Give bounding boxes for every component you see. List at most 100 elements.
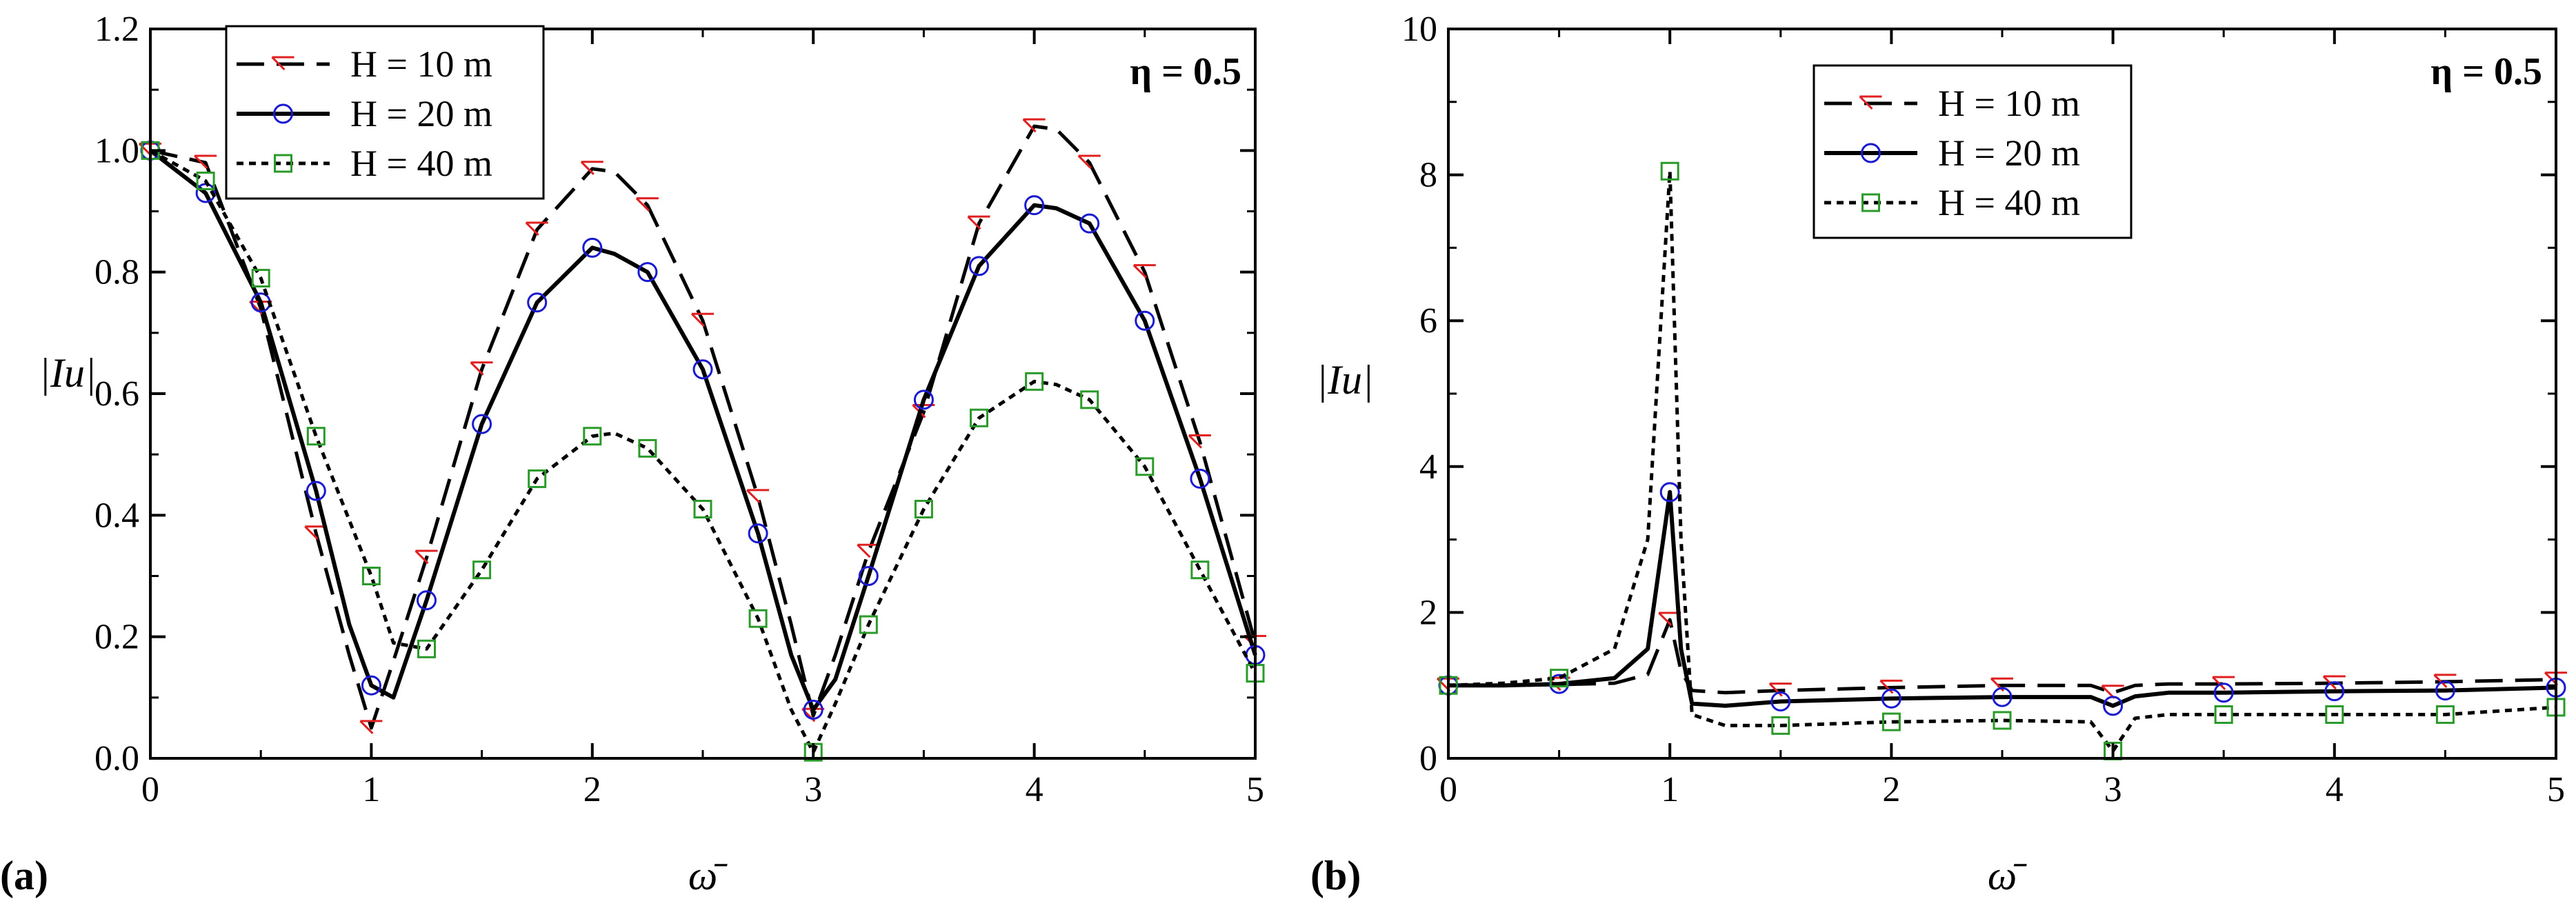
data-point-marker	[2433, 674, 2457, 688]
y-tick-label: 0.0	[94, 739, 139, 778]
legend-label-40m: H = 40 m	[350, 143, 492, 184]
data-point-marker	[1135, 310, 1155, 331]
data-point-marker	[2435, 705, 2455, 725]
data-point-marker	[857, 543, 880, 558]
data-point-marker	[1660, 161, 1679, 181]
data-point-marker	[1080, 390, 1099, 410]
data-point-marker	[361, 675, 381, 696]
data-point-marker	[1771, 716, 1790, 735]
data-point-marker	[2325, 705, 2344, 725]
data-point-marker	[470, 361, 493, 376]
data-point-marker	[913, 390, 934, 410]
eta-annotation: η = 0.5	[2430, 50, 2542, 93]
x-axis-label: ω̄	[688, 853, 728, 898]
series-line-40m	[1448, 169, 2557, 753]
data-point-marker	[1190, 468, 1210, 489]
data-point-marker	[1550, 669, 1569, 688]
series-20m	[1438, 482, 2566, 716]
data-point-marker	[306, 427, 326, 446]
data-point-marker	[1881, 712, 1901, 731]
data-point-marker	[2435, 680, 2455, 701]
data-point-marker	[472, 414, 492, 434]
data-point-marker	[914, 500, 933, 519]
x-tick-label: 4	[1026, 770, 1044, 809]
data-point-marker	[1768, 682, 1792, 697]
x-tick-label: 3	[804, 770, 822, 809]
eta-annotation: η = 0.5	[1130, 50, 1241, 93]
series-line-10m	[1448, 618, 2557, 695]
legend-label-40m: H = 40 m	[1938, 182, 2080, 223]
x-tick-label: 4	[2326, 770, 2344, 809]
y-tick-label: 10	[1401, 10, 1437, 49]
data-point-marker	[1881, 688, 1901, 709]
y-axis-label: |Iu|	[1317, 357, 1374, 403]
data-point-marker	[1188, 434, 1211, 449]
legend-label-20m: H = 20 m	[350, 93, 492, 134]
data-point-marker	[1077, 154, 1101, 170]
y-tick-label: 8	[1419, 156, 1437, 195]
data-point-marker	[2212, 676, 2235, 691]
data-point-marker	[2213, 682, 2234, 703]
data-point-marker	[251, 268, 270, 287]
data-point-marker	[1079, 213, 1100, 234]
y-tick-label: 0.2	[94, 618, 139, 657]
data-point-marker	[525, 221, 548, 236]
data-point-marker	[1659, 482, 1680, 503]
data-point-marker	[1025, 372, 1044, 391]
data-point-marker	[2324, 681, 2345, 702]
legend: H = 10 m H = 20 m H = 40 m	[225, 25, 545, 200]
data-point-marker	[690, 312, 714, 327]
data-point-marker	[635, 197, 659, 212]
legend-label-10m: H = 10 m	[350, 43, 492, 85]
data-point-marker	[527, 292, 548, 313]
data-point-marker	[970, 408, 988, 427]
legend-label-20m: H = 20 m	[1938, 132, 2080, 174]
y-tick-label: 1.2	[94, 10, 139, 49]
data-point-marker	[969, 256, 989, 276]
legend-marker-20m	[273, 103, 293, 124]
data-point-marker	[967, 215, 990, 230]
x-tick-label: 0	[141, 770, 159, 809]
data-point-marker	[472, 560, 492, 580]
data-point-marker	[1993, 711, 2012, 730]
data-point-marker	[858, 566, 879, 586]
y-axis-label: |Iu|	[39, 350, 97, 396]
x-axis-label: ω̄	[1988, 853, 2027, 898]
data-point-marker	[194, 154, 217, 170]
data-point-marker	[1132, 264, 1156, 279]
data-point-marker	[1770, 691, 1791, 711]
data-point-marker	[2214, 705, 2233, 725]
series-10m	[138, 118, 1266, 734]
y-tick-label: 0	[1419, 739, 1437, 778]
panel-label: (b)	[1310, 853, 1361, 898]
data-point-marker	[1024, 195, 1045, 216]
series-line-20m	[149, 148, 1257, 712]
x-tick-label: 3	[2104, 770, 2122, 809]
data-point-marker	[748, 523, 768, 544]
data-point-marker	[583, 427, 602, 446]
data-point-marker	[528, 469, 547, 488]
data-point-marker	[196, 171, 215, 190]
x-tick-label: 5	[1246, 770, 1264, 809]
legend-marker-20m	[1861, 143, 1881, 163]
y-tick-label: 4	[1419, 447, 1437, 487]
data-point-marker	[359, 720, 383, 734]
y-tick-label: 0.8	[94, 253, 139, 292]
data-point-marker	[693, 500, 712, 519]
series-40m	[1439, 161, 2566, 760]
data-point-marker	[2103, 696, 2124, 716]
data-point-marker	[306, 481, 326, 501]
data-point-marker	[1135, 457, 1155, 476]
data-point-marker	[1879, 679, 1903, 694]
data-point-marker	[803, 699, 823, 720]
x-tick-label: 2	[583, 770, 601, 809]
y-tick-label: 0.4	[94, 496, 139, 535]
series-40m	[141, 141, 1265, 762]
data-point-marker	[748, 609, 768, 628]
x-tick-label: 0	[1439, 770, 1457, 809]
x-tick-label: 2	[1882, 770, 1900, 809]
data-point-marker	[859, 615, 878, 634]
data-point-marker	[417, 639, 436, 658]
